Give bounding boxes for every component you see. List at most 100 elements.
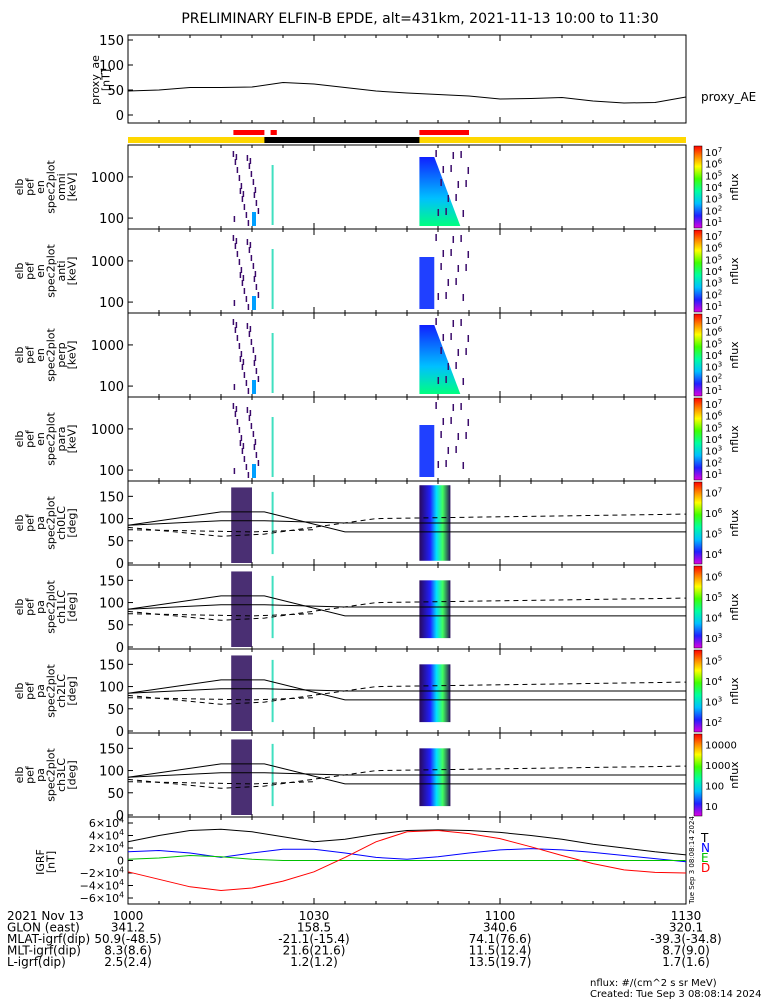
colorbar-ch2LC [693,649,703,733]
pitch-angle-blob [231,571,252,647]
colorbar-title: nflux [728,761,741,789]
y-axis-label-line: ch2LC [55,674,68,708]
y-tick-label: −4×104 [80,878,124,892]
y-axis-label-line: en [34,180,47,194]
y-tick-label: 100 [99,765,124,780]
y-axis-label-line: pa [34,516,47,530]
spectrogram-frame [127,144,687,230]
colorbar-tick-label: 104 [705,548,723,561]
colorbar-tick-label: 101 [705,468,722,481]
loss-cone-line [127,520,686,526]
igrf-ylabel: IGRF[nT] [34,849,58,875]
status-bar-red-segment [419,130,469,135]
colorbar-tick-label: 105 [705,654,722,667]
colorbar-title: nflux [728,509,741,537]
colorbar-tick-label: 106 [705,158,723,171]
y-axis-label-line: spec2plot [44,160,57,214]
colorbar-tick-label: 101 [705,216,722,229]
annotation-row-label: MLT-igrf(dip) [7,944,81,958]
y-axis-label-line: elb [13,599,26,616]
status-bar-red-segment [233,130,265,135]
y-tick-label: 1000 [91,423,124,438]
colorbar-title-text: nflux [728,425,741,453]
spectrogram-frame [127,396,687,482]
pitch-angle-pixel [271,743,274,807]
colorbar-tick-label: 104 [705,349,723,362]
y-axis-label-line: pa [34,684,47,698]
y-tick-label: 1000 [91,171,124,186]
igrf-stamp: Tue Sep 3 08:08:14 2024 [688,816,696,905]
loss-cone-line [127,763,686,785]
annotation-value: -39.3(-34.8) [650,932,721,946]
colorbar-title-text: nflux [728,677,741,705]
igrf-legend-E: E [701,851,709,865]
spectrogram-pixel [252,212,256,226]
annotation-row-label: 2021 Nov 13 [7,909,84,923]
y-axis-label-line: [keV] [65,257,78,286]
annotation-value: 11.5(12.4) [469,944,532,958]
spectrogram-blob [419,425,435,477]
colorbar-tick-label: 103 [705,445,722,458]
igrf-legend-D: D [701,861,710,875]
y-axis-label-line: pef [23,177,36,196]
y-tick-label: 0 [117,855,124,868]
annotation-table: 2021 Nov 13 1000 1030 1100 1130 GLON (east) 34… [7,909,722,969]
colorbar-tick-label: 104 [705,265,723,278]
y-axis-label-line: [nT] [44,851,57,873]
colorbar-title-text: nflux [728,509,741,537]
spectrogram-frame [127,312,687,398]
spectrogram-pixel [252,464,256,478]
loss-cone-line [127,511,686,533]
colorbar-tick-label: 103 [705,361,722,374]
y-tick-label: 50 [107,703,124,718]
colorbar-tick-label: 102 [705,288,722,301]
y-tick-label: 150 [99,574,124,589]
y-axis-label-line: spec2plot [44,664,57,718]
spectrogram-pixel [271,333,274,393]
colorbar-tick-label: 106 [705,507,723,520]
y-tick-label: 150 [99,490,124,505]
annotation-value: 50.9(-48.5) [94,932,161,946]
annotation-value: 8.7(9.0) [662,944,710,958]
colorbar-title-text: nflux [728,593,741,621]
colorbar-title: nflux [728,425,741,453]
spectrogram-blob [419,257,435,309]
pitch-angle-pixel [271,491,274,555]
y-axis-label-line: pef [23,429,36,448]
y-axis-label-line: spec2plot [44,748,57,802]
spectrogram-pixel [252,296,256,310]
colorbar-para [693,397,703,481]
y-tick-label: 50 [107,787,124,802]
annotation-value: 340.6 [483,921,517,935]
y-tick-label: 150 [99,742,124,757]
y-tick-label: 6×104 [89,816,124,830]
y-tick-label: 100 [99,212,124,227]
y-axis-label-line: proxy_ae [89,55,102,105]
colorbar-tick-label: 106 [705,326,723,339]
annotation-value: 2.5(2.4) [104,955,152,969]
colorbar-tick-label: 101 [705,384,722,397]
y-axis-label-line: pa [34,600,47,614]
y-axis-label-line: pef [23,681,36,700]
y-tick-label: 100 [99,464,124,479]
colorbar-anti [693,229,703,313]
colorbar-tick-label: 102 [705,204,722,217]
y-axis-label-line: [deg] [65,676,78,705]
colorbar-tick-label: 1000 [705,761,730,772]
y-axis-label-line: [nT] [99,69,112,91]
y-tick-label: 4×104 [89,828,124,842]
y-axis-label-line: [keV] [65,425,78,454]
y-axis-label-line: [deg] [65,592,78,621]
spectrogram-para: 1000100elbpefenspec2plotpara[keV]1071061… [13,396,741,482]
y-tick-label: 100 [99,513,124,528]
y-axis-label-line: perp [55,342,68,367]
y-axis-label-line: elb [13,347,26,364]
y-axis-label-line: IGRF [34,849,47,875]
colorbar-title: nflux [728,341,741,369]
annotation-value: 320.1 [669,921,703,935]
colorbar-tick-label: 100 [705,781,724,792]
y-axis-label-line: pa [34,768,47,782]
